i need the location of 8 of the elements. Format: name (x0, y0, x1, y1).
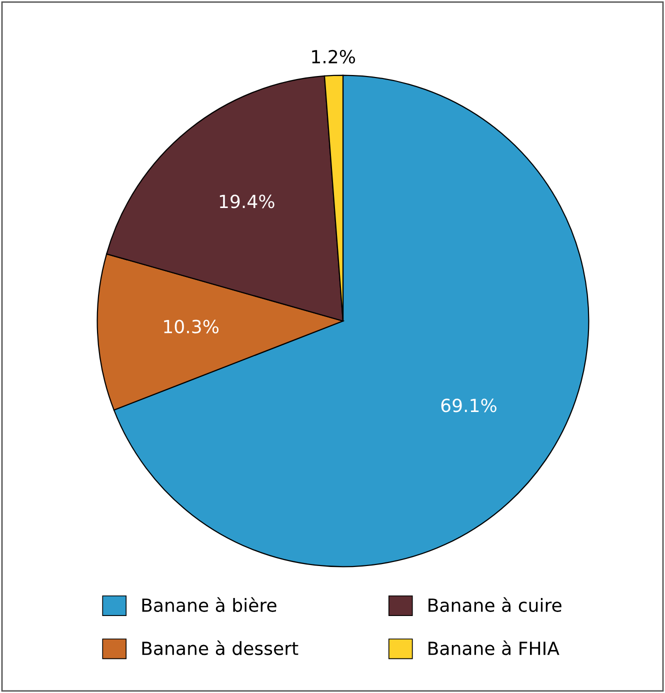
legend-label: Banane à FHIA (428, 640, 560, 656)
legend-label: Banane à dessert (142, 640, 298, 656)
legend-label: Banane à cuire (428, 597, 562, 612)
data-label: 1.2% (312, 50, 356, 64)
data-label: 10.3% (164, 320, 219, 334)
data-label: 19.4% (220, 194, 274, 208)
data-label: 69.1% (441, 398, 496, 412)
legend-label: Banane à bière (142, 597, 276, 612)
